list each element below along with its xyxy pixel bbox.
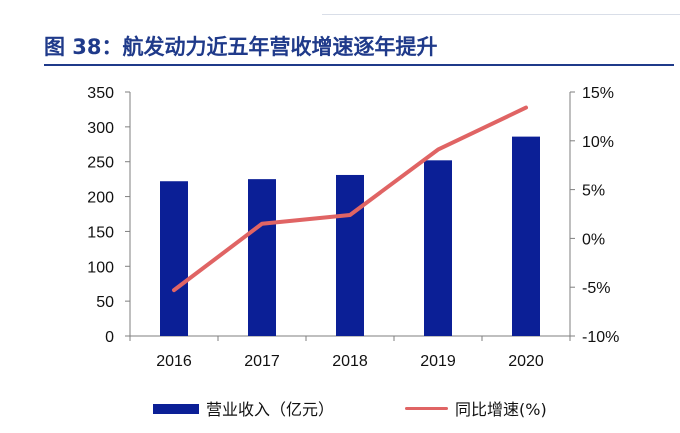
y-tick-label-left: 50	[96, 294, 114, 311]
x-tick-label: 2017	[244, 353, 280, 370]
y-tick-label-right: 0%	[582, 231, 605, 248]
y-tick-label-left: 0	[105, 329, 114, 346]
line-point	[349, 214, 351, 216]
legend-label-revenue: 营业收入（亿元）	[206, 400, 335, 419]
legend: 营业收入（亿元） 同比增速(%)	[0, 392, 680, 422]
x-tick-label: 2018	[332, 353, 368, 370]
line-point	[437, 149, 439, 151]
top-divider	[322, 14, 680, 15]
y-tick-label-left: 250	[87, 155, 114, 172]
bar	[336, 174, 364, 336]
y-tick-label-left: 150	[87, 224, 114, 241]
title-underline	[44, 64, 674, 66]
y-tick-label-right: -10%	[582, 329, 619, 346]
legend-swatch-growth	[405, 407, 448, 410]
bar-series	[160, 136, 540, 336]
legend-label-growth: 同比增速(%)	[455, 400, 547, 419]
legend-swatch-revenue	[153, 404, 199, 414]
line-point	[525, 107, 527, 109]
y-tick-label-right: 5%	[582, 183, 605, 200]
bar	[424, 160, 452, 336]
tick-labels: 0 50 100 150 200 250 300 350 -10% -5% 0% 5% 10% 15% 20…	[87, 85, 619, 370]
y-tick-label-right: 15%	[582, 85, 614, 102]
y-tick-label-left: 200	[87, 190, 114, 207]
y-tick-label-right: 10%	[582, 134, 614, 151]
x-tick-label: 2020	[508, 353, 544, 370]
bar	[512, 136, 540, 336]
bar	[160, 181, 188, 336]
x-tick-label: 2016	[156, 353, 192, 370]
y-tick-label-right: -5%	[582, 280, 610, 297]
chart-title: 图 38：航发动力近五年营收增速逐年提升	[44, 35, 438, 59]
line-series	[172, 105, 528, 293]
bar	[248, 179, 276, 336]
x-tick-label: 2019	[420, 353, 456, 370]
y-tick-label-left: 350	[87, 85, 114, 102]
line-point	[261, 223, 263, 225]
y-tick-label-left: 300	[87, 120, 114, 137]
line-point	[173, 289, 175, 291]
y-tick-label-left: 100	[87, 259, 114, 276]
